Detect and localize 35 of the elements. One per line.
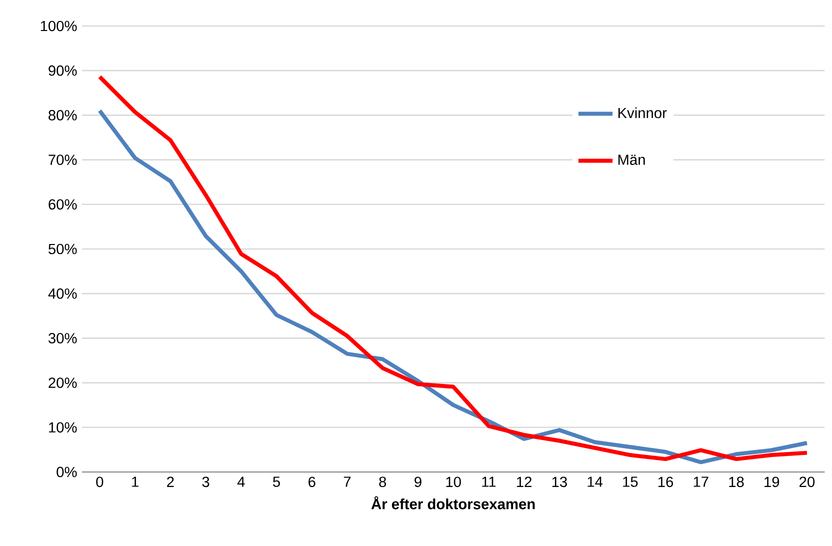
- y-tick-label: 40%: [48, 288, 77, 299]
- x-tick-label: 14: [588, 476, 603, 487]
- x-tick-label: 13: [552, 476, 567, 488]
- x-tick-label: 7: [344, 476, 351, 487]
- x-tick-label: 3: [202, 476, 210, 488]
- x-tick-label: 8: [379, 476, 386, 488]
- x-tick-label: 2: [167, 476, 174, 487]
- y-tick-label: 70%: [48, 154, 77, 165]
- x-tick-label: 12: [517, 476, 532, 487]
- x-tick-label: 1: [132, 476, 138, 487]
- y-tick-label: 90%: [48, 65, 77, 76]
- x-tick-label: 4: [237, 476, 245, 487]
- legend-label: Kvinnor: [618, 107, 667, 118]
- x-tick-label: 16: [658, 476, 674, 488]
- x-tick-label: 11: [482, 476, 496, 487]
- y-tick-label: 60%: [48, 199, 77, 210]
- x-tick-label: 18: [729, 476, 744, 488]
- y-tick-label: 10%: [49, 422, 77, 433]
- x-tick-label: 17: [694, 476, 708, 487]
- x-axis-title: År efter doktorsexamen: [371, 496, 535, 510]
- x-tick-label: 20: [800, 476, 815, 488]
- y-tick-label: 20%: [48, 378, 77, 388]
- legend-label: Män: [618, 154, 645, 165]
- x-tick-label: 9: [414, 476, 422, 488]
- y-tick-label: 80%: [48, 110, 77, 120]
- x-tick-label: 10: [446, 476, 461, 488]
- x-tick-label: 5: [273, 476, 280, 487]
- y-tick-label: 30%: [48, 333, 77, 344]
- y-tick-label: 100%: [40, 20, 77, 32]
- x-tick-label: 0: [96, 476, 104, 488]
- y-tick-label: 0%: [56, 466, 77, 478]
- x-tick-label: 6: [308, 476, 316, 488]
- y-tick-label: 50%: [48, 244, 77, 254]
- x-tick-label: 15: [623, 476, 638, 487]
- x-tick-label: 19: [764, 476, 780, 488]
